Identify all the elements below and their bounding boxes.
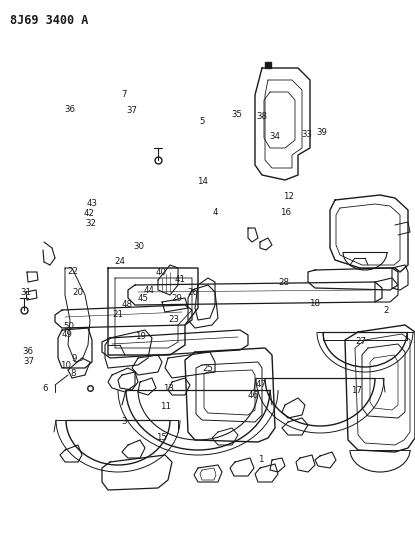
Text: 34: 34 bbox=[269, 132, 280, 141]
Text: 28: 28 bbox=[279, 278, 290, 287]
Text: 31: 31 bbox=[20, 288, 31, 296]
Text: 2: 2 bbox=[383, 306, 389, 314]
Text: 45: 45 bbox=[138, 294, 149, 303]
Text: 23: 23 bbox=[168, 316, 179, 324]
Text: 18: 18 bbox=[309, 300, 320, 308]
Text: 8J69 3400 A: 8J69 3400 A bbox=[10, 14, 88, 27]
Text: 32: 32 bbox=[85, 220, 96, 228]
Text: 46: 46 bbox=[248, 391, 259, 400]
Text: 30: 30 bbox=[134, 242, 144, 251]
Text: 5: 5 bbox=[200, 117, 205, 126]
Text: 22: 22 bbox=[67, 268, 78, 276]
Text: 40: 40 bbox=[156, 269, 166, 277]
Text: 42: 42 bbox=[84, 209, 95, 217]
Text: 10: 10 bbox=[60, 361, 71, 370]
Text: 39: 39 bbox=[316, 128, 327, 136]
Text: 29: 29 bbox=[171, 294, 182, 303]
Text: 36: 36 bbox=[64, 105, 75, 114]
Text: 11: 11 bbox=[160, 402, 171, 410]
Text: 44: 44 bbox=[143, 286, 154, 295]
Text: 14: 14 bbox=[197, 177, 208, 185]
Text: 49: 49 bbox=[62, 330, 73, 339]
Text: 43: 43 bbox=[87, 199, 98, 208]
Text: 8: 8 bbox=[70, 369, 76, 377]
Text: 17: 17 bbox=[351, 386, 361, 394]
Text: 27: 27 bbox=[356, 337, 366, 345]
Text: 7: 7 bbox=[121, 91, 127, 99]
Text: 9: 9 bbox=[71, 354, 76, 362]
Text: 3: 3 bbox=[122, 417, 127, 425]
Text: 19: 19 bbox=[135, 333, 146, 341]
Text: 6: 6 bbox=[42, 384, 48, 392]
Text: 24: 24 bbox=[115, 257, 126, 265]
Text: 38: 38 bbox=[257, 112, 268, 120]
Text: 16: 16 bbox=[280, 208, 291, 216]
Text: 37: 37 bbox=[24, 357, 34, 366]
Text: 12: 12 bbox=[283, 192, 294, 200]
Text: 35: 35 bbox=[232, 110, 243, 119]
Text: 1: 1 bbox=[258, 455, 264, 464]
Text: 41: 41 bbox=[175, 276, 186, 284]
Text: 25: 25 bbox=[203, 365, 214, 373]
Text: 4: 4 bbox=[212, 208, 218, 216]
Text: 15: 15 bbox=[156, 433, 166, 441]
Text: 36: 36 bbox=[23, 348, 34, 356]
Text: 50: 50 bbox=[63, 322, 74, 330]
Text: 37: 37 bbox=[127, 107, 137, 115]
Text: 26: 26 bbox=[188, 288, 198, 296]
Text: 47: 47 bbox=[255, 381, 266, 389]
Text: 20: 20 bbox=[73, 288, 83, 296]
Text: 33: 33 bbox=[302, 130, 312, 139]
Text: 21: 21 bbox=[113, 310, 124, 319]
Text: 48: 48 bbox=[121, 301, 132, 309]
Text: 13: 13 bbox=[163, 384, 173, 392]
